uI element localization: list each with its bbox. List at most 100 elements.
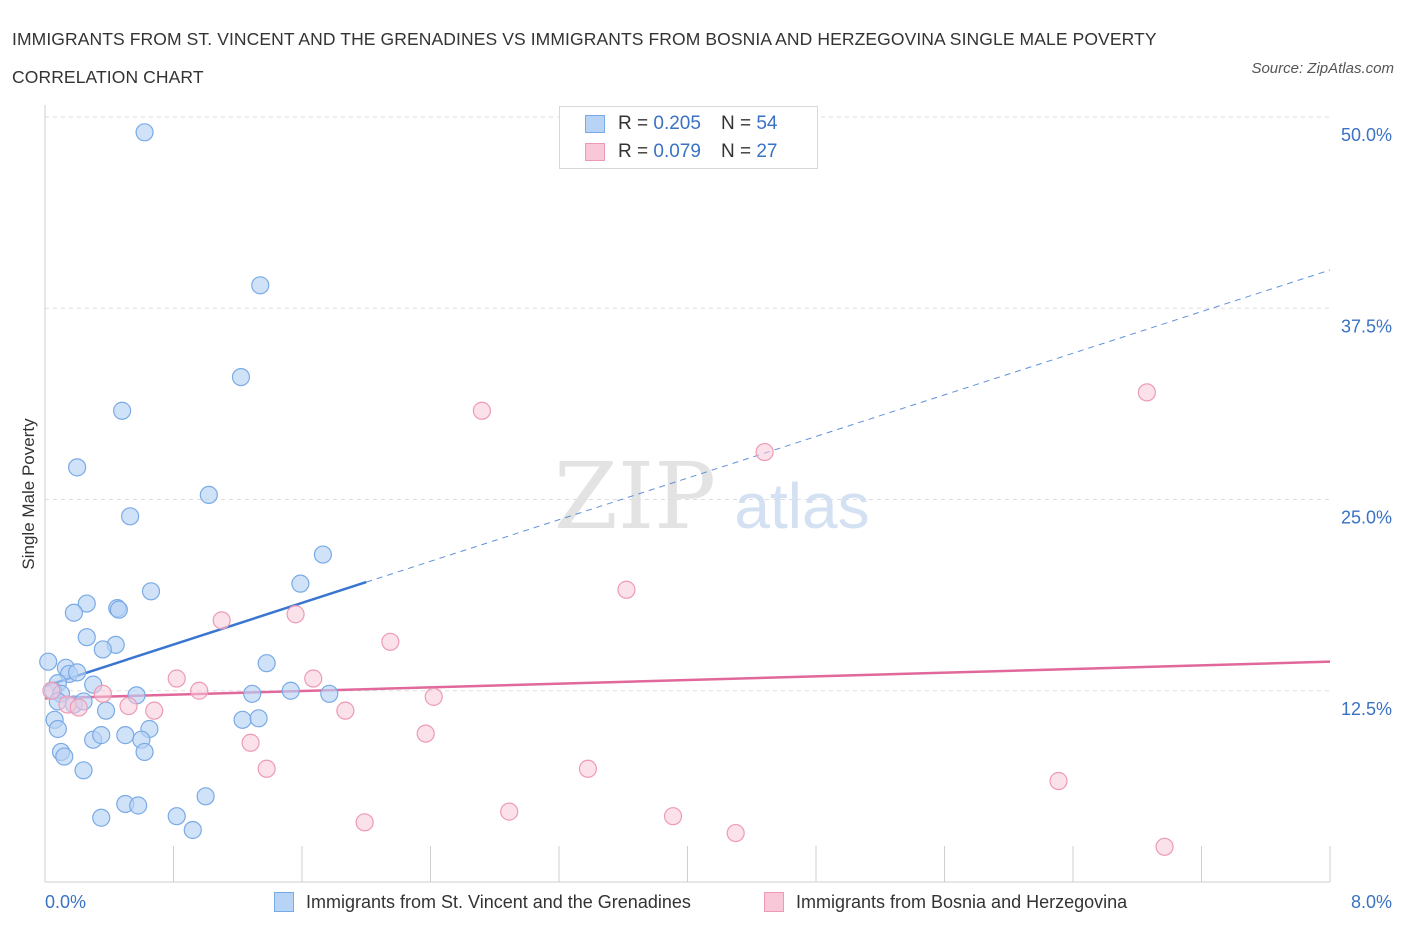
data-point-blue bbox=[135, 742, 154, 762]
watermark-zip: ZIP bbox=[554, 443, 716, 550]
trendline-blue-solid bbox=[44, 580, 367, 688]
legend-row-blue: R = 0.205 N = 54 bbox=[585, 112, 777, 136]
series-legend-swatch-pink bbox=[764, 892, 784, 912]
data-point-blue bbox=[109, 600, 128, 619]
legend-row-pink: R = 0.079 N = 27 bbox=[585, 140, 777, 164]
data-point-blue bbox=[55, 747, 74, 766]
data-point-blue bbox=[112, 401, 132, 420]
data-point-pink bbox=[1049, 771, 1068, 791]
series-legend-label-pink: Immigrants from Bosnia and Herzegovina bbox=[796, 891, 1128, 912]
data-point-blue bbox=[77, 628, 96, 647]
data-point-blue bbox=[48, 719, 67, 739]
data-point-blue bbox=[64, 603, 84, 622]
data-point-pink bbox=[578, 759, 598, 778]
data-point-pink bbox=[93, 684, 112, 703]
legend-r-label: R = bbox=[618, 141, 649, 162]
x-tick-label: 0.0% bbox=[45, 892, 86, 912]
data-point-blue bbox=[196, 787, 215, 806]
data-point-pink bbox=[119, 696, 138, 716]
y-tick-label: 50.0% bbox=[1341, 125, 1392, 145]
legend-swatch-pink bbox=[585, 143, 605, 161]
tick-labels: 12.5% 25.0% 37.5% 50.0% 0.0% 8.0% bbox=[45, 125, 1392, 912]
data-point-blue bbox=[249, 709, 268, 728]
data-point-pink bbox=[1155, 837, 1174, 856]
data-point-blue bbox=[167, 807, 186, 826]
data-point-blue bbox=[313, 545, 332, 564]
data-point-blue bbox=[68, 663, 87, 682]
legend-r-value: 0.205 bbox=[653, 113, 701, 134]
data-point-blue bbox=[320, 684, 339, 703]
data-point-pink bbox=[617, 580, 636, 599]
y-axis-label: Single Male Poverty bbox=[19, 418, 38, 570]
data-point-pink bbox=[69, 698, 88, 717]
data-point-blue bbox=[135, 123, 154, 142]
y-tick-label: 12.5% bbox=[1341, 699, 1392, 719]
data-point-blue bbox=[68, 458, 87, 477]
legend-r-label: R = bbox=[618, 113, 649, 134]
data-point-pink bbox=[663, 807, 683, 826]
data-point-blue bbox=[199, 485, 218, 505]
data-point-pink bbox=[145, 701, 164, 720]
y-tick-label: 25.0% bbox=[1341, 508, 1392, 528]
data-point-pink bbox=[241, 733, 260, 752]
data-point-blue bbox=[129, 796, 148, 815]
series-legend-swatch-blue bbox=[274, 892, 294, 912]
legend-n-label: N = bbox=[720, 141, 752, 162]
data-point-pink bbox=[190, 681, 209, 700]
data-point-blue bbox=[77, 594, 96, 613]
data-point-pink bbox=[257, 759, 276, 778]
data-point-pink bbox=[416, 724, 435, 743]
data-point-blue bbox=[93, 640, 112, 659]
data-point-pink bbox=[336, 701, 355, 720]
data-point-blue bbox=[233, 710, 252, 729]
legend-n-value: 54 bbox=[756, 113, 778, 134]
data-point-pink bbox=[500, 802, 519, 821]
trendline-blue-dashed bbox=[366, 269, 1331, 583]
data-point-pink bbox=[212, 611, 231, 630]
data-point-pink bbox=[381, 632, 400, 651]
y-tick-label: 37.5% bbox=[1341, 316, 1392, 336]
data-point-blue bbox=[74, 761, 93, 780]
axes bbox=[44, 105, 1331, 883]
x-tick-label: 8.0% bbox=[1351, 892, 1392, 912]
data-point-blue bbox=[96, 701, 116, 720]
data-point-pink bbox=[726, 823, 745, 843]
data-point-blue bbox=[243, 684, 262, 703]
data-point-pink bbox=[167, 669, 186, 688]
data-point-blue bbox=[141, 582, 161, 601]
data-point-blue bbox=[281, 681, 300, 700]
data-point-pink bbox=[304, 669, 323, 688]
trendline-pink bbox=[44, 660, 1331, 700]
data-point-blue bbox=[251, 276, 270, 295]
watermark-atlas: atlas bbox=[734, 470, 869, 542]
data-point-pink bbox=[424, 687, 443, 706]
legend-box: R = 0.205 N = 54 R = 0.079 N = 27 bbox=[559, 106, 818, 169]
data-point-blue bbox=[257, 654, 276, 673]
legend-n-value: 27 bbox=[756, 141, 778, 162]
legend-n-label: N = bbox=[720, 113, 752, 134]
data-point-pink bbox=[472, 401, 491, 420]
data-point-blue bbox=[92, 726, 111, 745]
data-point-pink bbox=[286, 605, 305, 624]
data-point-blue bbox=[116, 726, 135, 745]
data-point-pink bbox=[755, 442, 774, 462]
series-legend-blue: Immigrants from St. Vincent and the Gren… bbox=[274, 890, 691, 914]
series-legend-pink: Immigrants from Bosnia and Herzegovina bbox=[764, 890, 1127, 914]
data-point-blue bbox=[121, 507, 140, 526]
legend-r-value: 0.079 bbox=[653, 141, 701, 162]
data-point-pink bbox=[355, 813, 374, 832]
data-point-pink bbox=[1137, 383, 1156, 402]
data-point-blue bbox=[183, 820, 202, 840]
data-point-blue bbox=[92, 808, 111, 827]
series-pink-points bbox=[42, 383, 1174, 856]
data-point-blue bbox=[291, 574, 310, 593]
series-legend-label-blue: Immigrants from St. Vincent and the Gren… bbox=[306, 891, 691, 912]
grid-lines bbox=[45, 116, 1330, 692]
series-blue-points bbox=[39, 123, 339, 840]
chart-title: IMMIGRANTS FROM ST. VINCENT AND THE GREN… bbox=[12, 29, 1157, 87]
data-point-pink bbox=[42, 681, 61, 700]
source-label: Source: ZipAtlas.com bbox=[1251, 60, 1394, 77]
legend-swatch-blue bbox=[585, 115, 605, 133]
data-point-blue bbox=[231, 368, 251, 387]
